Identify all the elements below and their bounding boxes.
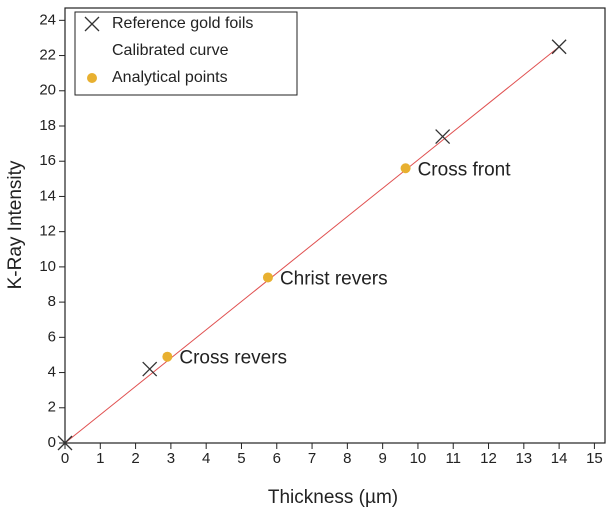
- point: [262, 272, 273, 283]
- x-tick-label: 9: [378, 450, 386, 467]
- y-tick-label: 14: [39, 187, 56, 204]
- x-tick-label: 15: [586, 450, 603, 467]
- point-annotation: Christ revers: [280, 268, 388, 289]
- y-tick-label: 0: [48, 434, 56, 451]
- cross-marker: [142, 361, 158, 377]
- cross-marker: [57, 435, 73, 451]
- x-tick-label: 2: [131, 450, 139, 467]
- point-annotation: Cross front: [418, 159, 512, 180]
- y-tick-label: 12: [39, 223, 56, 240]
- legend-cross: [84, 16, 100, 32]
- point: [400, 163, 411, 174]
- x-tick-label: 7: [308, 450, 316, 467]
- cross-marker: [435, 129, 451, 145]
- x-tick-label: 13: [515, 450, 532, 467]
- legend-label: Calibrated curve: [112, 42, 229, 59]
- y-tick-label: 6: [48, 328, 56, 345]
- y-tick-label: 8: [48, 293, 56, 310]
- x-tick-label: 3: [167, 450, 175, 467]
- y-axis-title: K-Ray Intensity: [5, 160, 26, 289]
- x-tick-label: 1: [96, 450, 104, 467]
- legend-label: Reference gold foils: [112, 15, 253, 32]
- plot-frame: [64, 7, 606, 444]
- y-tick-label: 24: [39, 11, 56, 28]
- point: [162, 351, 173, 362]
- y-tick-label: 16: [39, 152, 56, 169]
- x-tick-label: 12: [480, 450, 497, 467]
- y-tick-label: 20: [39, 82, 56, 99]
- y-tick-label: 10: [39, 258, 56, 275]
- y-tick-label: 18: [39, 117, 56, 134]
- legend-dot: [87, 73, 97, 83]
- point-annotation: Cross revers: [179, 348, 287, 369]
- calibration-line: [64, 46, 560, 444]
- x-tick-label: 5: [237, 450, 245, 467]
- legend-label: Analytical points: [112, 69, 228, 86]
- x-tick-label: 0: [61, 450, 69, 467]
- x-axis-title: Thickness (µm): [268, 487, 398, 508]
- x-tick-label: 11: [445, 450, 461, 467]
- y-tick-label: 2: [48, 399, 56, 416]
- legend-box: [74, 11, 298, 96]
- x-tick-label: 14: [551, 450, 568, 467]
- x-tick-label: 4: [202, 450, 210, 467]
- cross-marker: [551, 39, 567, 55]
- x-tick-label: 10: [410, 450, 427, 467]
- y-tick-label: 4: [48, 364, 56, 381]
- y-tick-label: 22: [39, 47, 56, 64]
- x-tick-label: 8: [343, 450, 351, 467]
- x-tick-label: 6: [273, 450, 281, 467]
